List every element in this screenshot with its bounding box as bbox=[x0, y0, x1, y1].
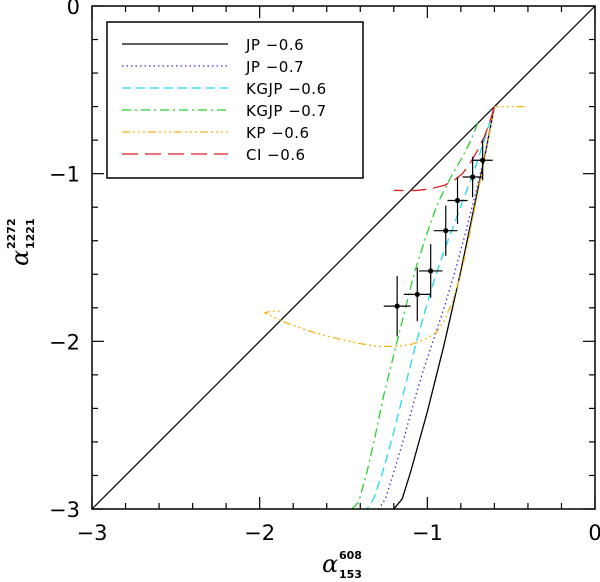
observation-point bbox=[383, 275, 411, 337]
series-line-jp-0-6 bbox=[393, 106, 496, 509]
legend: JP −0.6 JP −0.7 KGJP −0.6 KGJP −0.7 KP −0.6 C… bbox=[106, 21, 364, 179]
x-axis-symbol: α bbox=[322, 550, 338, 578]
data-point-marker bbox=[414, 291, 420, 297]
y-axis-superscript: 2272 bbox=[5, 218, 18, 249]
series-line-jp-0-7 bbox=[378, 106, 496, 509]
x-axis-subscript: 153 bbox=[339, 568, 362, 581]
x-axis-label: α 608 153 bbox=[322, 549, 362, 581]
legend-entry: CI −0.6 bbox=[122, 146, 306, 164]
data-point-marker bbox=[394, 303, 400, 309]
observation-point bbox=[403, 267, 431, 322]
legend-entry: KP −0.6 bbox=[122, 124, 310, 142]
x-tick-label: 0 bbox=[588, 521, 600, 545]
y-tick-label: −3 bbox=[49, 498, 80, 522]
legend-entry: JP −0.7 bbox=[122, 58, 304, 76]
legend-label: KP −0.6 bbox=[246, 124, 310, 142]
series-line-ci-0-6 bbox=[393, 106, 496, 192]
plot-frame bbox=[91, 5, 596, 510]
observation-point bbox=[472, 140, 493, 181]
data-point-marker bbox=[454, 197, 461, 204]
y-axis-label: α 2272 1221 bbox=[5, 218, 37, 266]
observation-point bbox=[462, 156, 483, 198]
legend-label: KGJP −0.6 bbox=[246, 80, 327, 98]
legend-box bbox=[106, 21, 364, 179]
x-tick-label: −2 bbox=[244, 521, 275, 545]
y-axis-subscript: 1221 bbox=[24, 218, 37, 249]
data-point-marker bbox=[428, 268, 434, 274]
legend-entry: KGJP −0.6 bbox=[122, 80, 327, 98]
y-tick-label: −2 bbox=[49, 330, 80, 354]
legend-label: CI −0.6 bbox=[246, 146, 306, 164]
x-tick-label: −3 bbox=[77, 521, 108, 545]
x-axis-superscript: 608 bbox=[339, 549, 362, 562]
observation-point bbox=[418, 244, 443, 298]
y-tick-label: −1 bbox=[49, 163, 80, 187]
data-point-marker bbox=[470, 174, 476, 180]
legend-entry: JP −0.6 bbox=[122, 36, 304, 54]
reference-line-x-equals-y bbox=[92, 6, 595, 509]
legend-entries: JP −0.6 JP −0.7 KGJP −0.6 KGJP −0.7 KP −0.6 C… bbox=[122, 36, 327, 164]
ticks-layer: −3 −2 −1 0 0 −1 −2 −3 bbox=[49, 0, 600, 545]
legend-label: JP −0.6 bbox=[245, 36, 304, 54]
observations-layer bbox=[383, 140, 493, 337]
legend-label: KGJP −0.7 bbox=[246, 102, 327, 120]
legend-entry: KGJP −0.7 bbox=[122, 102, 327, 120]
observation-point bbox=[447, 177, 468, 224]
x-tick-label: −1 bbox=[412, 521, 443, 545]
legend-label: JP −0.7 bbox=[245, 58, 304, 76]
observation-point bbox=[434, 205, 458, 256]
data-point-marker bbox=[443, 228, 449, 234]
y-tick-label: 0 bbox=[67, 0, 80, 19]
data-point-marker bbox=[480, 157, 486, 163]
y-axis-symbol: α bbox=[6, 250, 34, 266]
